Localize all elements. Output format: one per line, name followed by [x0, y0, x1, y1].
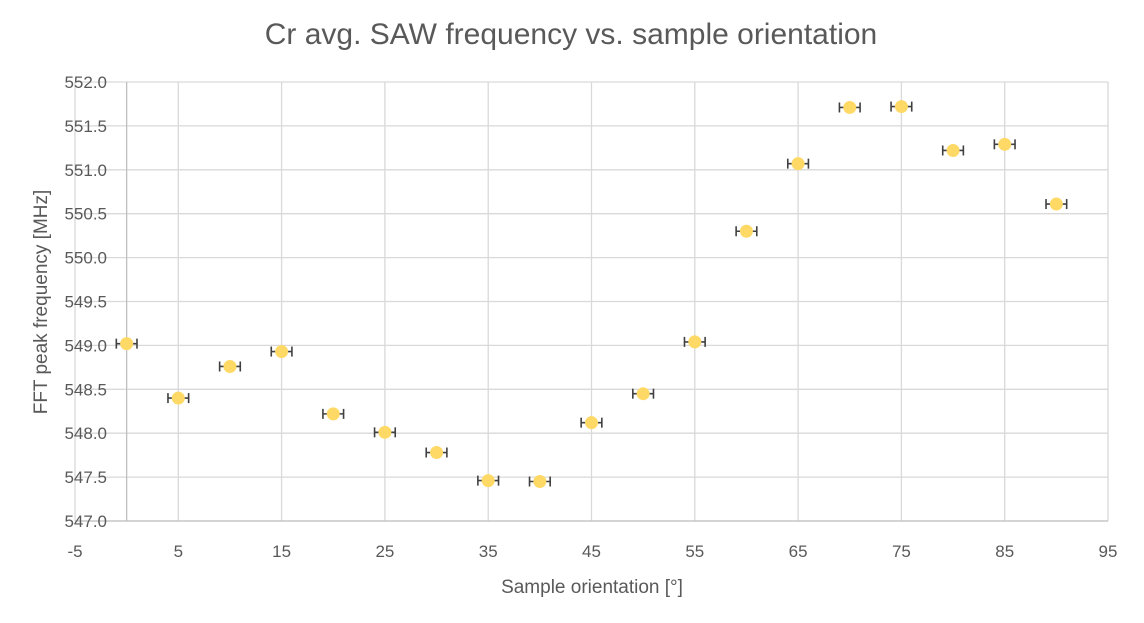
x-tick-label: 45 — [582, 542, 601, 561]
data-point-group — [477, 474, 500, 488]
data-point — [275, 345, 289, 359]
data-point-group — [528, 474, 551, 488]
data-point-group — [735, 224, 758, 238]
data-point-group — [270, 345, 293, 359]
data-point — [843, 100, 857, 114]
y-tick-label: 551.0 — [64, 161, 107, 180]
y-tick-label: 549.0 — [64, 336, 107, 355]
data-point-group — [167, 391, 190, 405]
data-point-group — [115, 337, 138, 351]
y-tick-label: 547.0 — [64, 512, 107, 531]
data-point — [326, 407, 340, 421]
axes — [75, 82, 1108, 522]
data-point — [688, 335, 702, 349]
data-point-group — [890, 100, 913, 114]
data-point — [378, 425, 392, 439]
data-point-group — [580, 416, 603, 430]
x-tick-label: -5 — [67, 542, 82, 561]
data-point — [791, 157, 805, 171]
data-point-group — [1045, 197, 1068, 211]
x-tick-label: 25 — [375, 542, 394, 561]
x-tick-label: 85 — [995, 542, 1014, 561]
data-point — [481, 474, 495, 488]
data-point-group — [683, 335, 706, 349]
y-tick-label: 547.5 — [64, 468, 107, 487]
tick-labels: -5 5 15 25 35 45 55 65 75 85 95 547.0 547.5 548.0 548.… — [64, 73, 1117, 561]
data-point — [1049, 197, 1063, 211]
y-tick-label: 549.5 — [64, 293, 107, 312]
data-point-group — [322, 407, 345, 421]
y-axis-title: FFT peak frequency [MHz] — [31, 190, 52, 415]
data-point-group — [632, 387, 655, 401]
data-point-group — [218, 359, 242, 373]
x-tick-label: 95 — [1099, 542, 1118, 561]
y-tick-label: 548.5 — [64, 380, 107, 399]
y-tick-label: 550.5 — [64, 205, 107, 224]
data-point — [171, 391, 185, 405]
data-point-group — [786, 157, 810, 171]
data-points — [115, 100, 1068, 488]
y-tick-label: 548.0 — [64, 424, 107, 443]
x-tick-label: 55 — [685, 542, 704, 561]
data-point — [533, 474, 547, 488]
data-point-group — [838, 100, 861, 114]
x-tick-label: 65 — [789, 542, 808, 561]
data-point-group — [941, 143, 965, 157]
data-point — [120, 337, 134, 351]
data-point — [894, 100, 908, 114]
data-point-group — [425, 446, 448, 460]
x-tick-label: 35 — [479, 542, 498, 561]
data-point — [946, 143, 960, 157]
data-point — [430, 446, 444, 460]
x-tick-label: 5 — [174, 542, 183, 561]
chart-title: Cr avg. SAW frequency vs. sample orienta… — [265, 18, 877, 51]
x-axis-title: Sample orientation [°] — [501, 577, 683, 598]
data-point — [636, 387, 650, 401]
x-tick-label: 75 — [892, 542, 911, 561]
y-tick-label: 552.0 — [64, 73, 107, 92]
data-point — [998, 137, 1012, 151]
data-point — [223, 359, 237, 373]
y-tick-label: 550.0 — [64, 249, 107, 268]
x-tick-label: 15 — [272, 542, 291, 561]
y-tick-label: 551.5 — [64, 117, 107, 136]
data-point — [585, 416, 598, 430]
data-point — [739, 224, 753, 238]
data-point-group — [993, 137, 1016, 151]
data-point-group — [373, 425, 397, 439]
